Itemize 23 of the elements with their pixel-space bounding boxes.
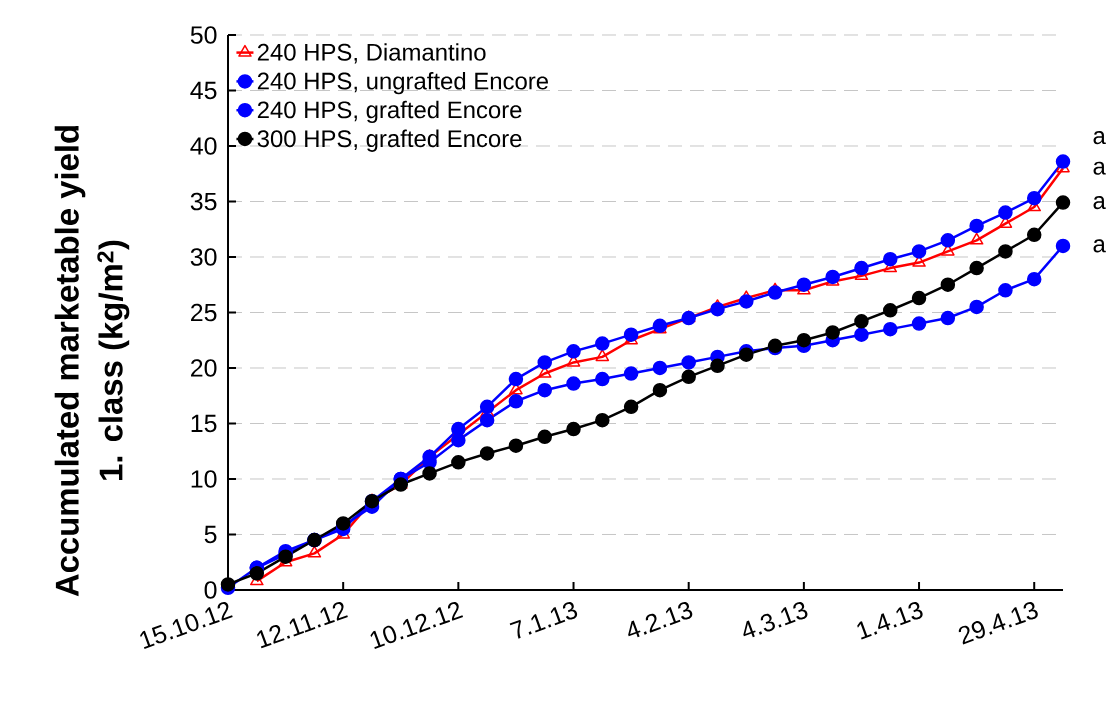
y-tick-label: 20 (191, 359, 217, 377)
y-tick-label: 50 (190, 26, 217, 44)
y-tick-label: 15 (191, 414, 217, 433)
y-tick-label: 35 (190, 192, 217, 211)
y-tick-label: 5 (204, 525, 217, 544)
x-tick-label: 1.4.13 (857, 602, 923, 640)
annotation: a (1093, 239, 1106, 253)
annotation: a (1093, 161, 1106, 175)
annotation: a (1093, 196, 1106, 210)
legend-label: 300 HPS, grafted Encore (257, 129, 522, 152)
legend-label: 240 HPS, Diamantino (257, 43, 486, 64)
x-tick-label: 4.3.13 (743, 602, 808, 638)
x-tick-label: 7.1.13 (509, 602, 578, 639)
y-tick-label: 30 (190, 248, 217, 266)
legend-label: 240 HPS, grafted Encore (257, 100, 522, 124)
y-tick-label: 40 (190, 137, 217, 155)
y-tick-label: 45 (190, 81, 217, 100)
annotation: a (1093, 131, 1106, 145)
y-tick-label: 25 (191, 303, 217, 322)
y-tick-label: 10 (191, 470, 217, 488)
y-tick-label: 0 (204, 581, 217, 599)
x-tick-label: 4.2.13 (628, 602, 693, 638)
legend-label: 240 HPS, ungrafted Encore (257, 71, 548, 95)
